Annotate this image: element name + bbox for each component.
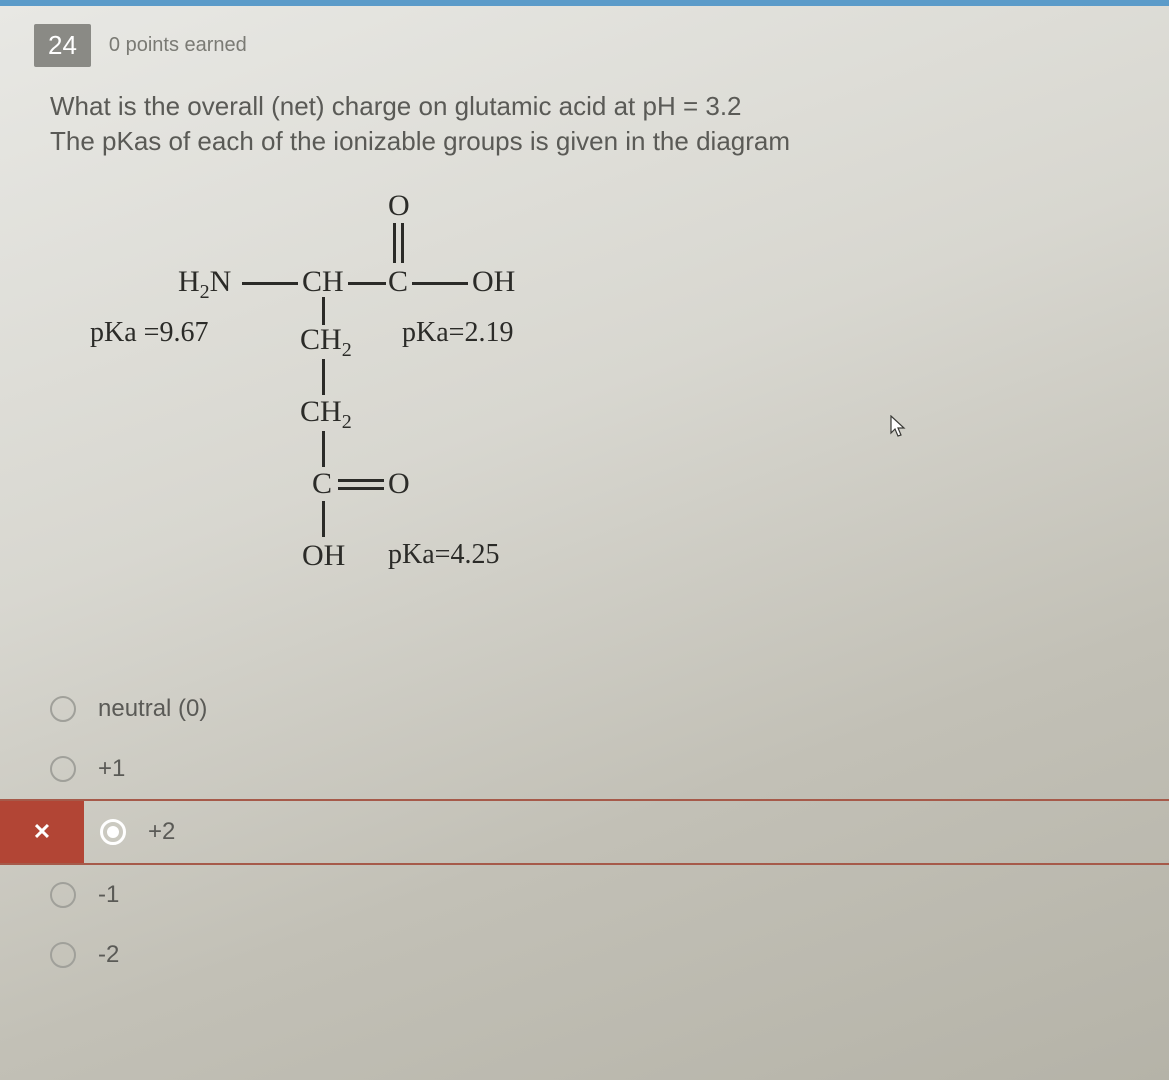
atom-o-side: O <box>388 467 410 501</box>
answer-label: +1 <box>98 755 125 783</box>
question-header: 24 0 points earned <box>0 24 1169 67</box>
mouse-cursor-icon <box>890 415 908 439</box>
question-container: 24 0 points earned What is the overall (… <box>0 6 1169 985</box>
pka-alpha-cooh-label: pKa=2.19 <box>402 317 513 349</box>
wrong-indicator-badge: ✕ <box>0 801 84 863</box>
question-line-2: The pKas of each of the ionizable groups… <box>50 126 790 156</box>
answer-option-plus1[interactable]: +1 <box>0 739 1169 799</box>
radio-inner-dot <box>107 826 119 838</box>
question-line-1: What is the overall (net) charge on glut… <box>50 91 742 121</box>
pka-amine-label: pKa =9.67 <box>90 317 208 349</box>
question-number-badge: 24 <box>34 24 91 67</box>
answer-option-neutral[interactable]: neutral (0) <box>0 679 1169 739</box>
answer-list: neutral (0) +1 ✕ +2 -1 -2 <box>0 679 1169 985</box>
radio-icon <box>50 696 76 722</box>
answer-label: neutral (0) <box>98 695 207 723</box>
close-icon: ✕ <box>33 819 51 845</box>
atom-h2n: H2N <box>178 265 231 304</box>
bond-ch-c <box>348 282 386 285</box>
bond-cdo-1 <box>338 479 384 482</box>
answer-label: -1 <box>98 881 119 909</box>
answer-option-minus1[interactable]: -1 <box>0 865 1169 925</box>
bond-ch2-c <box>322 431 325 467</box>
pka-side-cooh-label: pKa=4.25 <box>388 539 499 571</box>
bond-h2n-ch <box>242 282 298 285</box>
atom-c-side: C <box>312 467 332 501</box>
atom-ch2-2: CH2 <box>300 395 352 434</box>
chemical-structure-diagram: O H2N CH C OH pKa =9.67 pKa=2.19 CH2 CH2… <box>90 189 690 619</box>
bond-ch-ch2-1 <box>322 297 325 325</box>
atom-ch: CH <box>302 265 344 299</box>
bond-v-o-c-2 <box>401 223 404 263</box>
bond-cdo-2 <box>338 487 384 490</box>
atom-oh-bottom: OH <box>302 539 345 573</box>
bond-c-oh <box>412 282 468 285</box>
bond-ch2-ch2 <box>322 359 325 395</box>
atom-ch2-1: CH2 <box>300 323 352 362</box>
radio-icon <box>50 942 76 968</box>
answer-label: -2 <box>98 941 119 969</box>
radio-icon <box>50 756 76 782</box>
atom-oh-right: OH <box>472 265 515 299</box>
points-earned-label: 0 points earned <box>109 34 247 57</box>
answer-option-plus2-wrong[interactable]: ✕ +2 <box>0 799 1169 865</box>
atom-o-top: O <box>388 189 410 223</box>
atom-c-carbonyl: C <box>388 265 408 299</box>
answer-label: +2 <box>148 818 175 846</box>
bond-c-oh-bottom <box>322 501 325 537</box>
bond-v-o-c-1 <box>393 223 396 263</box>
question-text: What is the overall (net) charge on glut… <box>0 89 900 159</box>
radio-icon <box>50 882 76 908</box>
answer-option-minus2[interactable]: -2 <box>0 925 1169 985</box>
radio-icon-selected <box>100 819 126 845</box>
